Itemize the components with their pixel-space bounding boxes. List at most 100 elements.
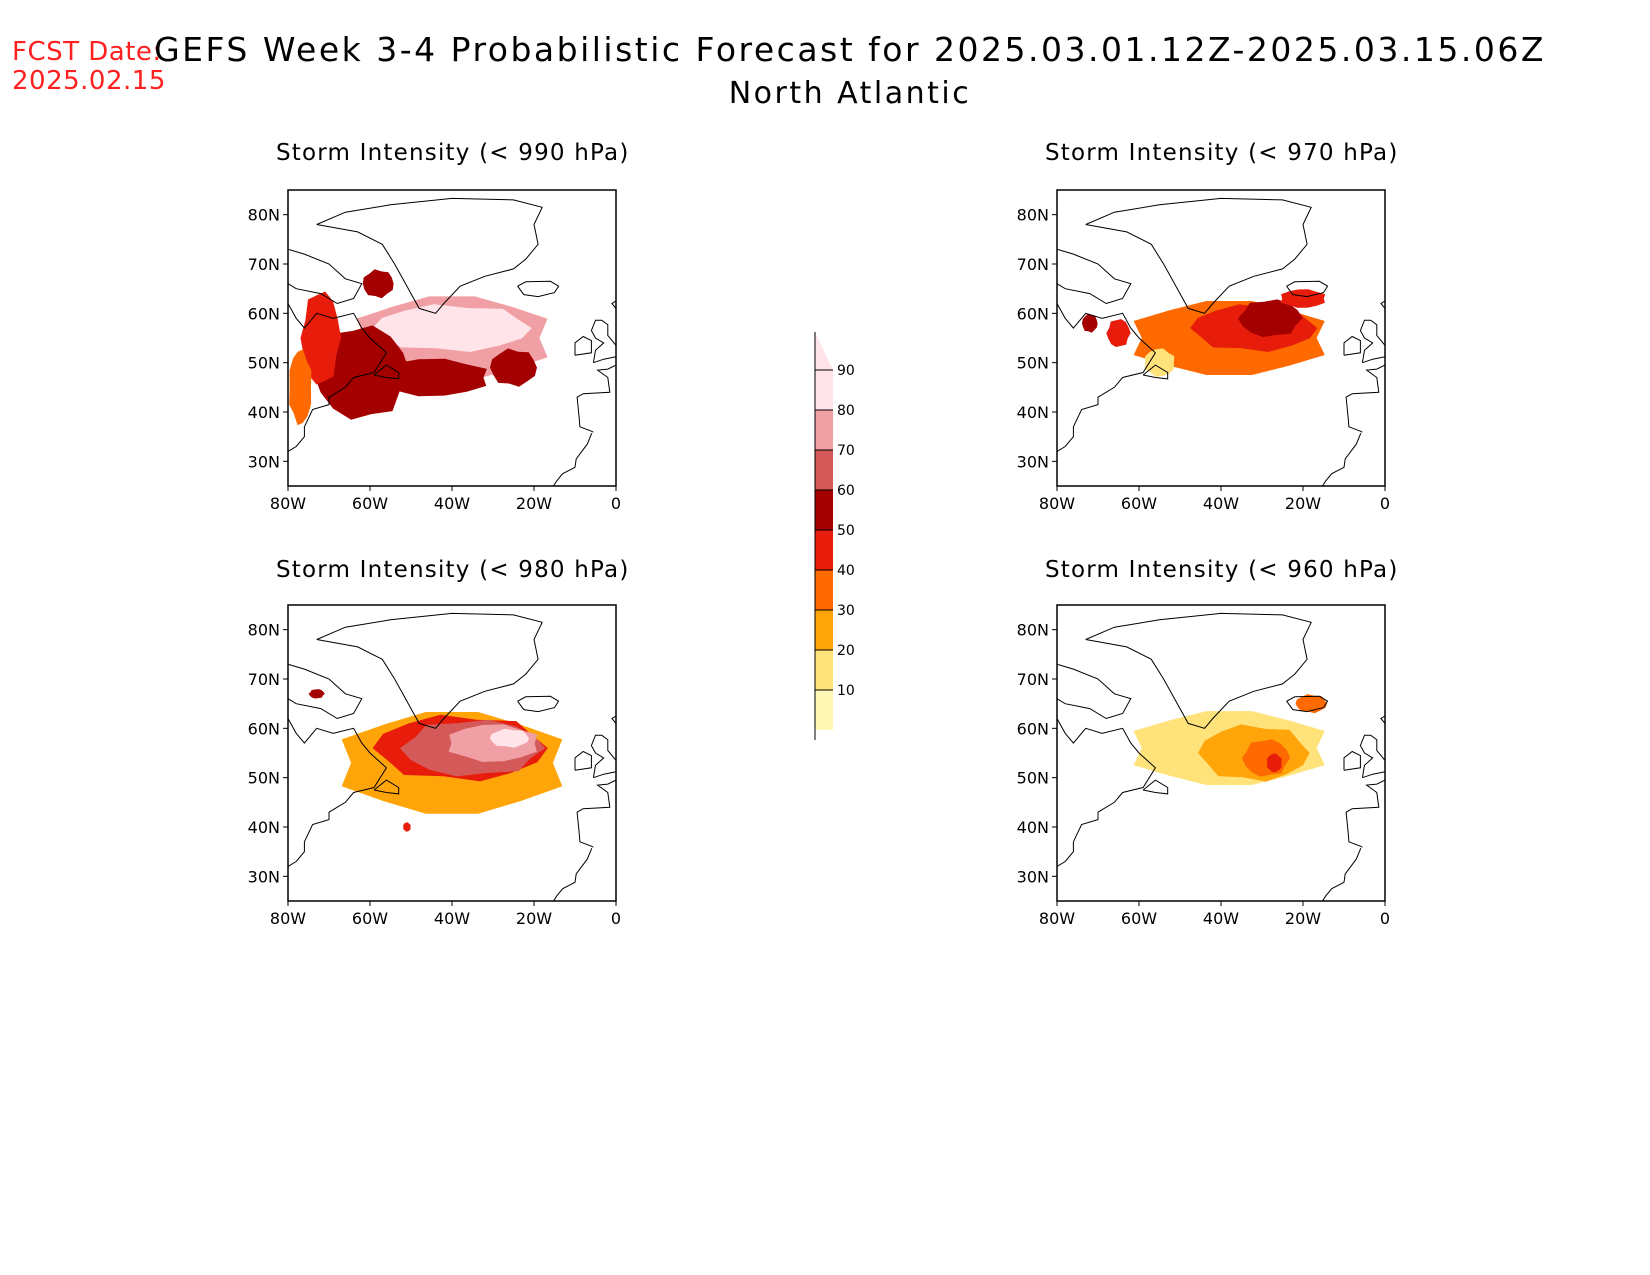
coastline (1359, 319, 1385, 364)
lat-tick-label: 30N (1017, 452, 1049, 471)
lat-tick-label: 80N (248, 621, 280, 640)
coastline (574, 335, 592, 356)
lon-tick-label: 20W (1285, 494, 1321, 513)
forecast-date-value: 2025.02.15 (12, 66, 166, 96)
colorbar-label: 40 (837, 563, 855, 579)
coastline (1343, 335, 1361, 356)
colorbar-label: 10 (837, 683, 855, 699)
map-panel-980: 80N 70N 60N 50N 40N 30N 80W 60W 40W 20W 0 (248, 604, 621, 928)
probability-contour (1106, 319, 1131, 347)
lat-tick-label: 80N (248, 206, 280, 225)
lon-tick-label: 80W (1039, 909, 1075, 928)
coastline (288, 718, 388, 867)
probability-shading (289, 269, 548, 426)
map-panel-990: 80N 70N 60N 50N 40N 30N 80W 60W 40W 20W 0 (248, 189, 621, 513)
panel-title-970: Storm Intensity (< 970 hPa) (1045, 140, 1399, 166)
lon-tick-label: 80W (1039, 494, 1075, 513)
lat-tick-label: 60N (1017, 719, 1049, 738)
lat-tick-label: 70N (248, 255, 280, 274)
panel-title-960: Storm Intensity (< 960 hPa) (1045, 557, 1399, 583)
lon-tick-label: 60W (352, 909, 388, 928)
probability-contour (490, 348, 537, 387)
lon-tick-label: 40W (1203, 494, 1239, 513)
probability-contour (362, 269, 394, 299)
coastline (1057, 303, 1157, 452)
colorbar-label: 20 (837, 643, 855, 659)
colorbar-label: 30 (837, 603, 855, 619)
coastline (373, 364, 400, 380)
coastlines (1057, 197, 1385, 486)
coastline (552, 848, 593, 901)
lat-tick-label: 40N (1017, 818, 1049, 837)
lon-tick-label: 20W (1285, 909, 1321, 928)
region-subtitle: North Atlantic (728, 76, 972, 111)
lon-tick-label: 60W (1121, 494, 1157, 513)
probability-contour (289, 349, 312, 426)
colorbar-swatch (815, 490, 833, 530)
probability-contour (403, 822, 411, 832)
map-panel-970: 80N 70N 60N 50N 40N 30N 80W 60W 40W 20W 0 (1017, 189, 1390, 513)
probability-contour (489, 728, 529, 748)
probability-contour (1237, 299, 1303, 338)
coastline (1321, 848, 1362, 901)
lat-tick-label: 50N (1017, 769, 1049, 788)
lat-tick-label: 30N (1017, 867, 1049, 886)
probability-shading (308, 689, 563, 832)
colorbar-swatch (815, 650, 833, 690)
lat-tick-label: 40N (248, 403, 280, 422)
probability-contour (372, 304, 532, 352)
coastline (1142, 364, 1169, 380)
colorbar-swatch (815, 570, 833, 610)
colorbar-label: 70 (837, 443, 855, 459)
coastline (316, 612, 543, 729)
coastline (1380, 715, 1385, 724)
coastline (1343, 750, 1361, 771)
colorbar-bottom-cap (815, 730, 833, 740)
lat-tick-label: 50N (248, 769, 280, 788)
lon-tick-label: 60W (1121, 909, 1157, 928)
lat-tick-label: 60N (1017, 304, 1049, 323)
map-panel-960: 80N 70N 60N 50N 40N 30N 80W 60W 40W 20W 0 (1017, 604, 1390, 928)
lon-tick-label: 0 (1380, 909, 1390, 928)
probability-contour (1266, 753, 1282, 773)
lat-tick-label: 60N (248, 719, 280, 738)
colorbar: 10 20 30 40 50 60 70 80 90 (814, 332, 855, 740)
coastline (288, 248, 363, 305)
coastline (611, 715, 616, 724)
forecast-date: FCST Date: 2025.02.15 (12, 38, 166, 96)
colorbar-swatch (815, 610, 833, 650)
probability-contour (1144, 348, 1175, 377)
colorbar-swatch (815, 690, 833, 730)
colorbar-label: 60 (837, 483, 855, 499)
lon-tick-label: 40W (434, 909, 470, 928)
coastline (1286, 695, 1329, 713)
coastline (288, 303, 388, 452)
coastline (576, 779, 616, 848)
lon-tick-label: 0 (611, 909, 621, 928)
coastline (288, 663, 363, 720)
forecast-date-label: FCST Date: (12, 37, 162, 67)
colorbar-top-cap (815, 332, 833, 370)
colorbar-label: 80 (837, 403, 855, 419)
page-title: GEFS Week 3-4 Probabilistic Forecast for… (154, 30, 1546, 69)
lon-tick-label: 80W (270, 909, 306, 928)
coastline (1142, 779, 1169, 795)
colorbar-swatch (815, 410, 833, 450)
coastline (1057, 718, 1157, 867)
coastline (1085, 612, 1312, 729)
lat-tick-label: 70N (1017, 255, 1049, 274)
lat-tick-label: 30N (248, 452, 280, 471)
coastline (611, 300, 616, 309)
coastline (1286, 280, 1329, 298)
coastline (1359, 734, 1385, 779)
lat-tick-label: 70N (248, 670, 280, 689)
coastline (1380, 300, 1385, 309)
coastline (517, 695, 560, 713)
lon-tick-label: 0 (1380, 494, 1390, 513)
probability-shading (1133, 694, 1327, 785)
coastline (1345, 779, 1385, 848)
coastlines (1057, 612, 1385, 901)
lon-tick-label: 40W (434, 494, 470, 513)
coastline (316, 197, 543, 314)
coastline (1057, 663, 1132, 720)
